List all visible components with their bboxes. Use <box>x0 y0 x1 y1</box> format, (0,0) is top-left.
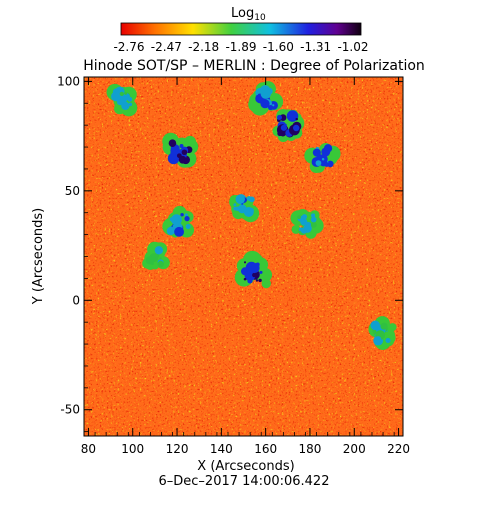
feature-core <box>311 213 316 218</box>
feature-core <box>124 92 128 95</box>
feature-core <box>300 227 307 234</box>
x-axis-label: X (Arcseconds) <box>197 459 294 474</box>
feature-core <box>277 131 283 137</box>
colorbar-tick-label: -2.76 <box>113 40 144 54</box>
x-tick-label: 200 <box>343 442 366 456</box>
feature-core <box>312 148 321 157</box>
feature-core <box>286 110 299 122</box>
feature-core <box>321 147 331 157</box>
feature-core <box>121 101 130 110</box>
x-tick-label: 160 <box>254 442 277 456</box>
feature-core <box>252 272 257 278</box>
feature-core <box>119 91 124 96</box>
feature-core <box>260 88 272 99</box>
feature-core <box>249 262 260 274</box>
feature-core <box>374 336 382 343</box>
feature-core <box>181 149 188 156</box>
y-axis-label: Y (Arcseconds) <box>31 208 46 305</box>
feature-halo <box>388 323 397 332</box>
timestamp: 6–Dec–2017 14:00:06.422 <box>159 474 330 489</box>
feature-core <box>385 337 391 343</box>
feature-core <box>324 162 330 167</box>
colorbar-tick-label: -1.31 <box>300 40 331 54</box>
feature-core <box>185 224 191 230</box>
feature-core <box>310 222 317 228</box>
feature-core <box>145 256 154 265</box>
feature-core <box>180 212 184 217</box>
colorbar-tick-label: -2.47 <box>151 40 182 54</box>
feature-core <box>154 246 164 255</box>
x-tick-label: 220 <box>387 442 410 456</box>
colorbar-tick-label: -1.02 <box>337 40 368 54</box>
x-tick-label: 120 <box>166 442 189 456</box>
feature-core <box>315 160 322 166</box>
feature-core <box>169 154 178 163</box>
feature-core <box>233 206 238 211</box>
feature-core <box>268 104 274 111</box>
x-tick-label: 140 <box>210 442 233 456</box>
axes: 80 100 120 140 160 180 200 220 -50 0 50 100 <box>57 74 410 456</box>
feature-core <box>246 196 252 201</box>
heatmap-area <box>84 77 403 436</box>
colorbar-label: Log10 <box>231 6 266 23</box>
feature-core <box>261 102 266 107</box>
y-tick-label: 100 <box>57 74 80 88</box>
feature-core <box>292 124 300 132</box>
feature-core <box>235 194 245 204</box>
colorbar-tick-label: -1.89 <box>225 40 256 54</box>
y-tick-label: -50 <box>60 403 80 417</box>
feature-core <box>174 226 185 237</box>
feature-core <box>168 139 177 148</box>
feature-halo <box>291 224 301 234</box>
feature-core <box>111 91 121 102</box>
feature-core <box>310 216 317 223</box>
feature-core <box>255 92 259 96</box>
feature-core <box>179 144 184 148</box>
heatmap-features <box>106 81 397 350</box>
feature-core <box>321 158 325 161</box>
feature-core <box>178 155 187 164</box>
feature-core <box>127 96 133 102</box>
feature-core <box>258 278 262 283</box>
feature-core <box>300 218 308 226</box>
feature-core <box>301 214 308 220</box>
heatmap-speckle <box>84 77 403 436</box>
colorbar-ticks: -2.76 -2.47 -2.18 -1.89 -1.60 -1.31 -1.02 <box>113 40 368 54</box>
feature-core <box>171 214 182 226</box>
feature-core <box>259 270 263 274</box>
feature-core <box>243 207 254 217</box>
feature-core <box>295 117 298 121</box>
feature-core <box>128 102 133 107</box>
feature-core <box>154 253 160 259</box>
colorbar-tick-label: -1.60 <box>263 40 294 54</box>
y-tick-label: 50 <box>65 184 80 198</box>
feature-core <box>272 104 275 107</box>
feature-core <box>280 124 288 131</box>
feature-core <box>243 261 247 264</box>
feature-core <box>118 101 123 106</box>
feature-core <box>276 114 282 120</box>
feature-core <box>233 203 237 207</box>
y-tick-label: 0 <box>72 293 80 307</box>
feature-core <box>159 257 162 260</box>
x-tick-label: 80 <box>81 442 96 456</box>
feature-core <box>176 153 182 159</box>
feature-core <box>157 260 164 268</box>
feature-core <box>247 278 253 284</box>
feature-core <box>243 277 247 281</box>
colorbar <box>120 22 362 36</box>
x-tick-label: 180 <box>299 442 322 456</box>
colorbar-tick-label: -2.18 <box>188 40 219 54</box>
feature-core <box>297 215 301 220</box>
feature-core <box>184 216 190 222</box>
feature-core <box>380 322 388 330</box>
x-tick-label: 100 <box>121 442 144 456</box>
feature-core <box>172 159 175 162</box>
chart-title: Hinode SOT/SP – MERLIN : Degree of Polar… <box>83 58 425 74</box>
feature-core <box>255 279 259 282</box>
feature-halo <box>261 278 271 289</box>
feature-core <box>184 213 188 217</box>
